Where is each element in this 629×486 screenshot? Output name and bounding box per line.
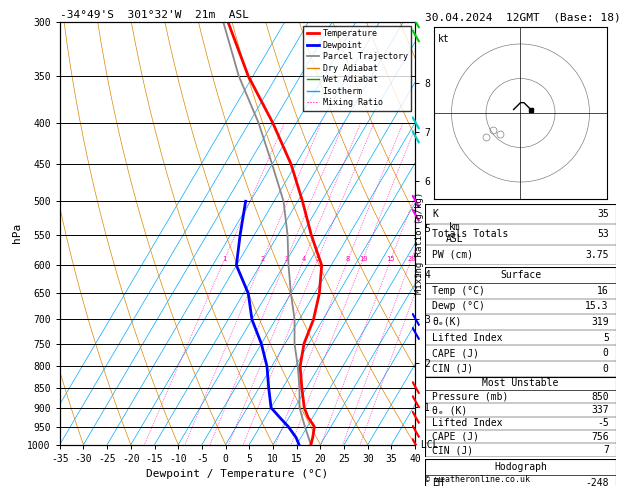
Text: 35: 35 bbox=[597, 209, 609, 219]
Text: -248: -248 bbox=[585, 478, 609, 486]
Text: Lifted Index: Lifted Index bbox=[432, 418, 503, 429]
Text: 3.75: 3.75 bbox=[585, 250, 609, 260]
Text: 16: 16 bbox=[597, 286, 609, 296]
Y-axis label: km
ASL: km ASL bbox=[446, 223, 464, 244]
Text: Most Unstable: Most Unstable bbox=[482, 378, 559, 388]
Text: 319: 319 bbox=[591, 317, 609, 327]
Text: 5: 5 bbox=[603, 332, 609, 343]
Text: -5: -5 bbox=[597, 418, 609, 429]
Text: 0: 0 bbox=[603, 364, 609, 374]
Text: CIN (J): CIN (J) bbox=[432, 445, 474, 455]
Text: EH: EH bbox=[432, 478, 444, 486]
Text: 8: 8 bbox=[346, 257, 350, 262]
Text: LCL: LCL bbox=[415, 440, 438, 450]
Text: K: K bbox=[432, 209, 438, 219]
Text: Mixing Ratio (g/kg): Mixing Ratio (g/kg) bbox=[415, 192, 424, 294]
Text: 756: 756 bbox=[591, 432, 609, 442]
Text: 15.3: 15.3 bbox=[585, 301, 609, 312]
Text: Hodograph: Hodograph bbox=[494, 462, 547, 472]
Text: © weatheronline.co.uk: © weatheronline.co.uk bbox=[425, 474, 530, 484]
Text: kt: kt bbox=[438, 34, 450, 44]
Text: 337: 337 bbox=[591, 405, 609, 415]
Legend: Temperature, Dewpoint, Parcel Trajectory, Dry Adiabat, Wet Adiabat, Isotherm, Mi: Temperature, Dewpoint, Parcel Trajectory… bbox=[303, 26, 411, 111]
Text: CAPE (J): CAPE (J) bbox=[432, 432, 479, 442]
Text: 15: 15 bbox=[387, 257, 395, 262]
Text: Totals Totals: Totals Totals bbox=[432, 229, 509, 240]
Text: 7: 7 bbox=[603, 445, 609, 455]
Text: Temp (°C): Temp (°C) bbox=[432, 286, 485, 296]
Text: -34°49'S  301°32'W  21m  ASL: -34°49'S 301°32'W 21m ASL bbox=[60, 10, 248, 20]
Text: CIN (J): CIN (J) bbox=[432, 364, 474, 374]
Text: 3: 3 bbox=[284, 257, 289, 262]
Text: 0: 0 bbox=[603, 348, 609, 358]
Y-axis label: hPa: hPa bbox=[12, 223, 21, 243]
Text: Pressure (mb): Pressure (mb) bbox=[432, 392, 509, 402]
Text: 20: 20 bbox=[407, 257, 416, 262]
Text: 850: 850 bbox=[591, 392, 609, 402]
X-axis label: Dewpoint / Temperature (°C): Dewpoint / Temperature (°C) bbox=[147, 469, 328, 479]
Text: 10: 10 bbox=[359, 257, 367, 262]
Text: 30.04.2024  12GMT  (Base: 18): 30.04.2024 12GMT (Base: 18) bbox=[425, 12, 620, 22]
Text: Lifted Index: Lifted Index bbox=[432, 332, 503, 343]
Text: 4: 4 bbox=[302, 257, 306, 262]
Text: 2: 2 bbox=[260, 257, 265, 262]
Text: Dewp (°C): Dewp (°C) bbox=[432, 301, 485, 312]
Text: θₑ (K): θₑ (K) bbox=[432, 405, 467, 415]
Text: 53: 53 bbox=[597, 229, 609, 240]
Text: 5: 5 bbox=[316, 257, 320, 262]
Text: Surface: Surface bbox=[500, 270, 541, 280]
Text: θₑ(K): θₑ(K) bbox=[432, 317, 462, 327]
Text: 1: 1 bbox=[223, 257, 226, 262]
Text: PW (cm): PW (cm) bbox=[432, 250, 474, 260]
Text: CAPE (J): CAPE (J) bbox=[432, 348, 479, 358]
